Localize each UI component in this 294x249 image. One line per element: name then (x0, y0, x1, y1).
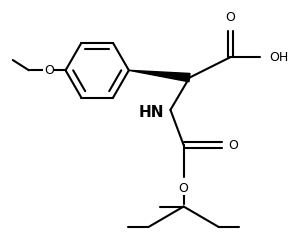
Text: O: O (225, 11, 235, 24)
Text: HN: HN (138, 105, 164, 120)
Text: O: O (228, 138, 238, 151)
Text: O: O (179, 182, 188, 195)
Text: O: O (44, 64, 54, 77)
Polygon shape (129, 70, 190, 82)
Text: OH: OH (269, 51, 289, 64)
